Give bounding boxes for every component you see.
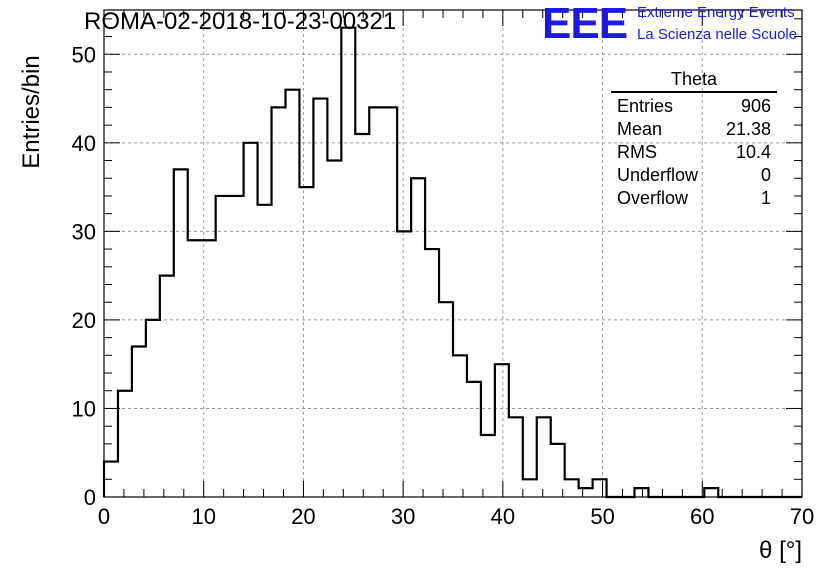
histogram-bin: [341, 28, 355, 497]
stats-row-rms: RMS 10.4: [611, 141, 777, 164]
histogram-bin: [355, 134, 369, 497]
histogram-bin: [174, 169, 188, 497]
histogram-bin: [425, 249, 439, 497]
y-tick-label: 40: [72, 131, 96, 156]
stats-value: 10.4: [735, 142, 771, 162]
histogram-bin: [523, 479, 537, 497]
y-tick-label: 50: [72, 42, 96, 67]
histogram-bin: [509, 417, 523, 497]
histogram-bin: [551, 444, 565, 497]
histogram-bin: [397, 231, 411, 497]
histogram-bin: [230, 196, 244, 497]
histogram-bin: [383, 107, 397, 497]
histogram-bin: [272, 107, 286, 497]
histogram-bin: [495, 364, 509, 497]
histogram-bin: [704, 488, 718, 497]
stats-value: 1: [760, 188, 771, 208]
stats-label: Entries: [617, 96, 674, 116]
stats-label: Overflow: [617, 188, 689, 208]
stats-label: Underflow: [617, 165, 699, 185]
histogram-bin: [565, 479, 579, 497]
stats-row-overflow: Overflow 1: [611, 187, 777, 210]
stats-label: Mean: [617, 119, 663, 139]
stats-value: 21.38: [725, 119, 771, 139]
y-tick-label: 20: [72, 308, 96, 333]
histogram-bin: [285, 90, 299, 497]
histogram-bin: [481, 435, 495, 497]
histogram-bin: [327, 161, 341, 497]
stats-row-underflow: Underflow 0: [611, 164, 777, 187]
x-tick-label: 70: [790, 504, 814, 529]
stats-row-mean: Mean 21.38: [611, 118, 777, 141]
histogram-bin: [104, 462, 118, 497]
y-tick-label: 30: [72, 219, 96, 244]
histogram-bin: [579, 488, 593, 497]
x-tick-label: 10: [191, 504, 215, 529]
histogram-bin: [313, 99, 327, 497]
histogram-bin: [537, 417, 551, 497]
histogram-bin: [244, 143, 258, 497]
histogram-bin: [453, 355, 467, 497]
histogram-bin: [132, 346, 146, 497]
histogram-bin: [439, 302, 453, 497]
stats-row-entries: Entries 906: [611, 95, 777, 118]
plot-frame: [103, 9, 803, 498]
y-tick-label: 10: [72, 396, 96, 421]
brand-line-1: Extreme Energy Events: [637, 4, 795, 21]
histogram-bin: [467, 382, 481, 497]
eee-logo: EEE: [542, 0, 628, 48]
x-tick-label: 20: [291, 504, 315, 529]
histogram-bin: [188, 240, 202, 497]
histogram-bin: [216, 196, 230, 497]
histogram-outline: [102, 26, 802, 499]
histogram-bin: [593, 479, 607, 497]
histogram-bin: [118, 391, 132, 497]
x-tick-label: 0: [98, 504, 110, 529]
histogram-bin: [369, 107, 383, 497]
y-axis-label: Entries/bin: [18, 55, 45, 169]
histogram-bin: [258, 205, 272, 497]
stats-title: Theta: [611, 68, 777, 93]
stats-value: 0: [760, 165, 771, 185]
x-axis-label: θ [°]: [759, 537, 802, 564]
stats-label: RMS: [617, 142, 657, 162]
histogram-bin: [299, 187, 313, 497]
x-tick-label: 50: [590, 504, 614, 529]
stats-box: Theta Entries 906 Mean 21.38 RMS 10.4 Un…: [611, 68, 777, 210]
x-tick-label: 30: [391, 504, 415, 529]
histogram-bin: [160, 276, 174, 497]
x-tick-label: 40: [491, 504, 515, 529]
x-tick-label: 60: [690, 504, 714, 529]
histogram-bin: [146, 320, 160, 497]
histogram-bin: [202, 240, 216, 497]
run-title: ROMA-02-2018-10-23-00321: [84, 8, 397, 35]
histogram-bin: [634, 488, 648, 497]
brand-line-2: La Scienza nelle Scuole: [637, 26, 798, 43]
stats-value: 906: [740, 96, 771, 116]
histogram-bin: [411, 178, 425, 497]
y-tick-label: 0: [84, 485, 96, 510]
